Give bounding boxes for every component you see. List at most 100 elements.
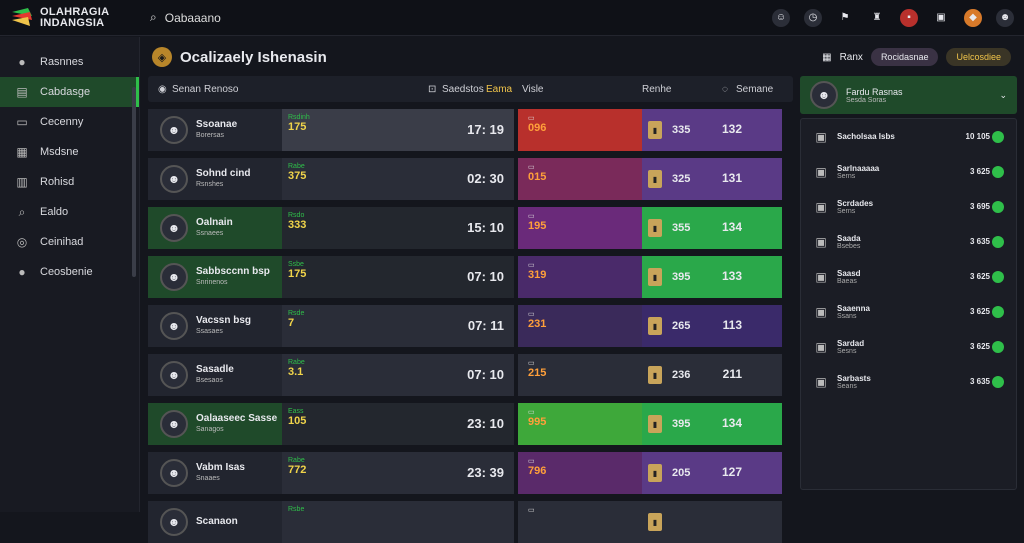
sidebar-item-1[interactable]: ● Rasnnes xyxy=(0,47,139,77)
col-header[interactable]: Renoso xyxy=(204,83,239,95)
sidebar-item-5[interactable]: ▥ Rohisd xyxy=(0,167,139,197)
ranking-value: 3 635 xyxy=(969,237,990,246)
match-card[interactable]: ☻ Fardu Rasnas Sesda Soras ⌄ xyxy=(800,76,1017,114)
profile-avatar[interactable]: ☻ xyxy=(996,8,1014,27)
score: 07: 10 xyxy=(467,269,504,284)
stat-value: 7 xyxy=(288,317,295,329)
player-name: Sohnd cind xyxy=(196,168,251,179)
sidebar-item-label: Ceinihad xyxy=(40,236,84,248)
table-row[interactable]: ☻ Oalaaseec Sasse Sanagos Eass 105 23: 1… xyxy=(148,403,793,445)
user-avatar-icon[interactable]: ☺ xyxy=(772,8,790,27)
table-row[interactable]: ☻ Scanaon Rsbe ▭ ▮ xyxy=(148,501,793,543)
ranking-item[interactable]: ▣ Sarbasts Seans 3 635 xyxy=(801,364,1016,399)
gift-icon[interactable]: ◆ xyxy=(964,8,982,27)
card-icon: ▮ xyxy=(648,219,662,237)
sidebar-item-6[interactable]: ⌕ Ealdo xyxy=(0,197,139,227)
ranking-item[interactable]: ▣ Sarlnaaaaa Serns 3 625 xyxy=(801,154,1016,189)
odds-value: 319 xyxy=(528,269,547,281)
player-avatar: ☻ xyxy=(160,165,188,193)
stat-label: Rsdinh xyxy=(288,114,310,121)
uelcosdiee-pill[interactable]: Uelcosdiee xyxy=(946,48,1011,66)
ranking-name: Sardad xyxy=(837,338,865,348)
col-header[interactable]: Eama xyxy=(486,83,513,95)
ranking-name: Sarbasts xyxy=(837,373,871,383)
card-icon: ▮ xyxy=(648,121,662,139)
stat-label: Rabe xyxy=(288,359,305,366)
jersey-icon: ▣ xyxy=(815,269,827,284)
player-sub: Snrinenos xyxy=(196,279,228,286)
stat-label: Ssbe xyxy=(288,261,304,268)
grid-icon[interactable]: ▦ xyxy=(822,51,832,63)
player-avatar: ☻ xyxy=(160,361,188,389)
ranking-item[interactable]: ▣ Saada Bsebes 3 635 xyxy=(801,224,1016,259)
ranking-item[interactable]: ▣ Saasd Baeas 3 625 xyxy=(801,259,1016,294)
ranking-sub: Serns xyxy=(837,207,856,215)
sidebar-item-2[interactable]: ▤ Cabdasge xyxy=(0,77,139,107)
jersey-icon: ▣ xyxy=(815,129,827,144)
table-row[interactable]: ☻ Sasadle Bsesaos Rabe 3.1 07: 10 ▭ 215 … xyxy=(148,354,793,396)
col-header[interactable]: Semane xyxy=(736,83,774,95)
table-row[interactable]: ☻ Vabm Isas Snaaes Rabe 772 23: 39 ▭ 796… xyxy=(148,452,793,494)
notification-icon[interactable]: ▪ xyxy=(900,8,918,27)
col-header[interactable]: Saedstos xyxy=(442,83,484,95)
search-input[interactable]: Oabaaano xyxy=(164,10,221,25)
player-avatar: ☻ xyxy=(160,116,188,144)
value-1: 395 xyxy=(672,418,691,430)
ranking-item[interactable]: ▣ Sardad Sesns 3 625 xyxy=(801,329,1016,364)
logo[interactable]: OLAHRAGIA INDANGSIA xyxy=(0,6,140,30)
sidebar-item-label: Cabdasge xyxy=(40,86,91,98)
odds-label: ▭ xyxy=(528,115,535,122)
flag-icon[interactable]: ⚑ xyxy=(840,12,850,23)
clock-icon[interactable]: ◷ xyxy=(804,8,822,27)
table-row[interactable]: ☻ Oalnain Ssnaees Rsdo 333 15: 10 ▭ 195 … xyxy=(148,207,793,249)
score: 02: 30 xyxy=(467,171,504,186)
stat-value: 105 xyxy=(288,415,307,427)
table-row[interactable]: ☻ Ssoanae Borersas Rsdinh 175 17: 19 ▭ 0… xyxy=(148,109,793,151)
score: 23: 39 xyxy=(467,465,504,480)
value-1: 335 xyxy=(672,124,691,136)
ranking-name: Saada xyxy=(837,233,861,243)
player-sub: Bsesaos xyxy=(196,377,223,384)
ranking-item[interactable]: ▣ Saaenna Ssans 3 625 xyxy=(801,294,1016,329)
sidebar-item-7[interactable]: ◎ Ceinihad xyxy=(0,227,139,257)
avatar-icon: ● xyxy=(18,265,26,279)
value-2: 133 xyxy=(721,269,742,283)
sidebar-item-4[interactable]: ▦ Msdsne xyxy=(0,137,139,167)
value-1: 236 xyxy=(672,369,691,381)
stat-label: Rsdo xyxy=(288,212,305,219)
jersey-icon: ▣ xyxy=(815,374,827,389)
chat-icon[interactable]: ▣ xyxy=(936,12,946,23)
ranking-name: Sacholsaa Isbs xyxy=(837,132,895,141)
card-icon: ▮ xyxy=(648,268,662,286)
col-header[interactable]: Senan xyxy=(172,83,201,95)
ranx-label[interactable]: Ranx xyxy=(839,51,863,63)
rocidasnae-pill[interactable]: Rocidasnae xyxy=(870,48,939,66)
calendar-icon: ▦ xyxy=(16,145,28,159)
table-row[interactable]: ☻ Sohnd cind Rsnshes Rabe 375 02: 30 ▭ 0… xyxy=(148,158,793,200)
ranking-item[interactable]: ▣ Scrdades Serns 3 695 xyxy=(801,189,1016,224)
match-card-sub: Sesda Soras xyxy=(846,96,887,104)
monitor-icon: ▭ xyxy=(16,115,28,129)
odds-label: ▭ xyxy=(528,311,535,318)
status-icon xyxy=(992,270,1004,283)
col-header[interactable]: Visle xyxy=(522,83,544,95)
ranking-value: 3 635 xyxy=(969,377,990,386)
odds-value: 215 xyxy=(528,367,547,379)
ranking-list: ▣ Sacholsaa Isbs 10 105 ▣ Sarlnaaaaa Ser… xyxy=(800,118,1017,490)
sidebar-scrollbar[interactable] xyxy=(132,87,136,277)
search-icon: ⌕ xyxy=(18,204,26,219)
table-row[interactable]: ☻ Vacssn bsg Ssasaes Rsde 7 07: 11 ▭ 231… xyxy=(148,305,793,347)
table-row[interactable]: ☻ Sabbsccnn bsp Snrinenos Ssbe 175 07: 1… xyxy=(148,256,793,298)
search-box[interactable]: ⌕ Oabaaano xyxy=(150,10,221,25)
sidebar-item-3[interactable]: ▭ Cecenny xyxy=(0,107,139,137)
sidebar-item-label: Ceosbenie xyxy=(40,266,93,278)
status-icon xyxy=(992,165,1004,178)
sidebar-item-8[interactable]: ● Ceosbenie xyxy=(0,257,139,287)
player-sub: Rsnshes xyxy=(196,181,224,188)
ranking-sub: Serns xyxy=(837,172,856,180)
odds-label: ▭ xyxy=(528,360,535,367)
trophy-icon[interactable]: ♜ xyxy=(872,12,882,23)
chevron-down-icon[interactable]: ⌄ xyxy=(999,89,1007,100)
col-header[interactable]: Renhe xyxy=(642,83,672,95)
ranking-item[interactable]: ▣ Sacholsaa Isbs 10 105 xyxy=(801,119,1016,154)
